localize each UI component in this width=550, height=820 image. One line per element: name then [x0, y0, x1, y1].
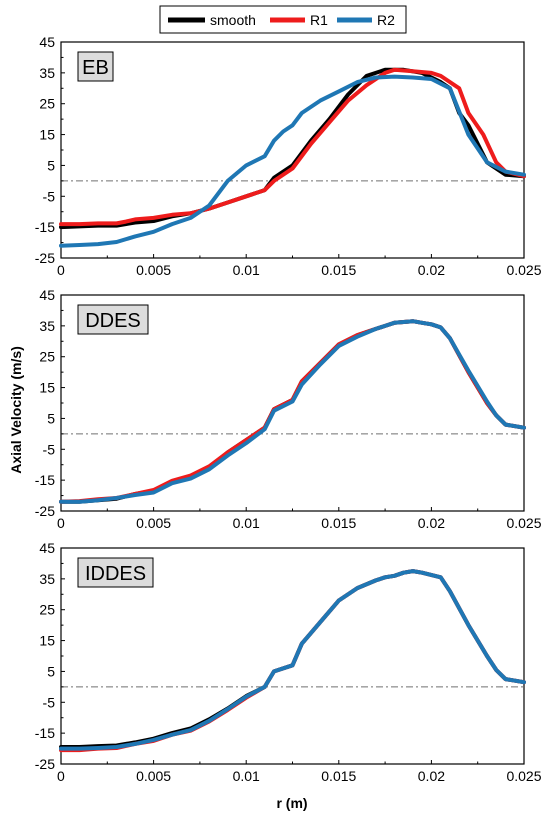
x-tick-label: 0.015: [321, 262, 356, 278]
x-tick-label: 0.01: [233, 515, 260, 531]
x-tick-label: 0.015: [321, 515, 356, 531]
y-tick-label: 35: [39, 65, 55, 81]
panel-label: DDES: [85, 310, 141, 332]
panel-eb: 45 35 25 15 5 -5 -15 -250 0.005 0.01 0.015 0.02 0.02…: [35, 34, 542, 278]
y-tick-label: -5: [43, 694, 56, 710]
panel-label-box: [77, 557, 154, 588]
legend-label-r2: R2: [377, 12, 395, 28]
panel-label-box: [77, 304, 149, 335]
y-tick-label: -15: [35, 472, 55, 488]
y-axis-title: Axial Velocity (m/s): [8, 346, 24, 474]
legend: smooth R1 R2: [159, 5, 407, 34]
x-tick-label: 0.015: [321, 768, 356, 784]
y-tick-label: -5: [43, 188, 56, 204]
x-axis-title: r (m): [276, 795, 307, 811]
y-tick-label: 5: [47, 410, 55, 426]
legend-label-smooth: smooth: [210, 12, 256, 28]
x-tick-label: 0: [57, 515, 65, 531]
panel-label: IDDES: [85, 563, 146, 585]
x-tick-label: 0.025: [506, 515, 541, 531]
x-tick-label: 0.02: [418, 262, 445, 278]
y-tick-label: 15: [39, 380, 55, 396]
y-tick-label: 25: [39, 349, 55, 365]
x-tick-label: 0.005: [136, 515, 171, 531]
panel-label-box: [77, 51, 114, 82]
y-tick-label: 35: [39, 571, 55, 587]
panel-iddes: 45 35 25 15 5 -5 -15 -250 0.005 0.01 0.015 0.02 0.02…: [35, 540, 542, 784]
x-tick-label: 0.01: [233, 768, 260, 784]
series-line-r2: [59, 569, 526, 751]
y-tick-label: -25: [35, 756, 55, 772]
y-tick-label: 15: [39, 127, 55, 143]
y-tick-label: 35: [39, 318, 55, 334]
y-tick-label: 15: [39, 633, 55, 649]
y-tick-label: 5: [47, 663, 55, 679]
y-tick-label: 45: [39, 34, 55, 50]
series-line-r2: [59, 74, 526, 248]
y-tick-label: 5: [47, 157, 55, 173]
y-tick-label: 25: [39, 96, 55, 112]
y-tick-label: 25: [39, 602, 55, 618]
series-line-r2: [59, 319, 526, 504]
y-tick-label: -5: [43, 441, 56, 457]
y-tick-label: -15: [35, 725, 55, 741]
x-tick-label: 0.02: [418, 768, 445, 784]
x-tick-label: 0.025: [506, 768, 541, 784]
x-tick-label: 0.025: [506, 262, 541, 278]
x-tick-label: 0.01: [233, 262, 260, 278]
x-tick-label: 0.005: [136, 262, 171, 278]
plot-frame: [60, 41, 525, 259]
x-tick-label: 0.02: [418, 515, 445, 531]
x-tick-label: 0.005: [136, 768, 171, 784]
y-tick-label: 45: [39, 287, 55, 303]
y-tick-label: -25: [35, 250, 55, 266]
y-tick-label: 45: [39, 540, 55, 556]
panel-label: EB: [82, 57, 109, 79]
x-tick-label: 0: [57, 768, 65, 784]
legend-label-r1: R1: [310, 12, 328, 28]
series-line-r1: [59, 67, 526, 227]
panel-ddes: 45 35 25 15 5 -5 -15 -250 0.005 0.01 0.015 0.02 0.02…: [35, 287, 542, 531]
series-line-smooth: [59, 67, 526, 230]
y-tick-label: -25: [35, 503, 55, 519]
x-tick-label: 0: [57, 262, 65, 278]
y-tick-label: -15: [35, 219, 55, 235]
